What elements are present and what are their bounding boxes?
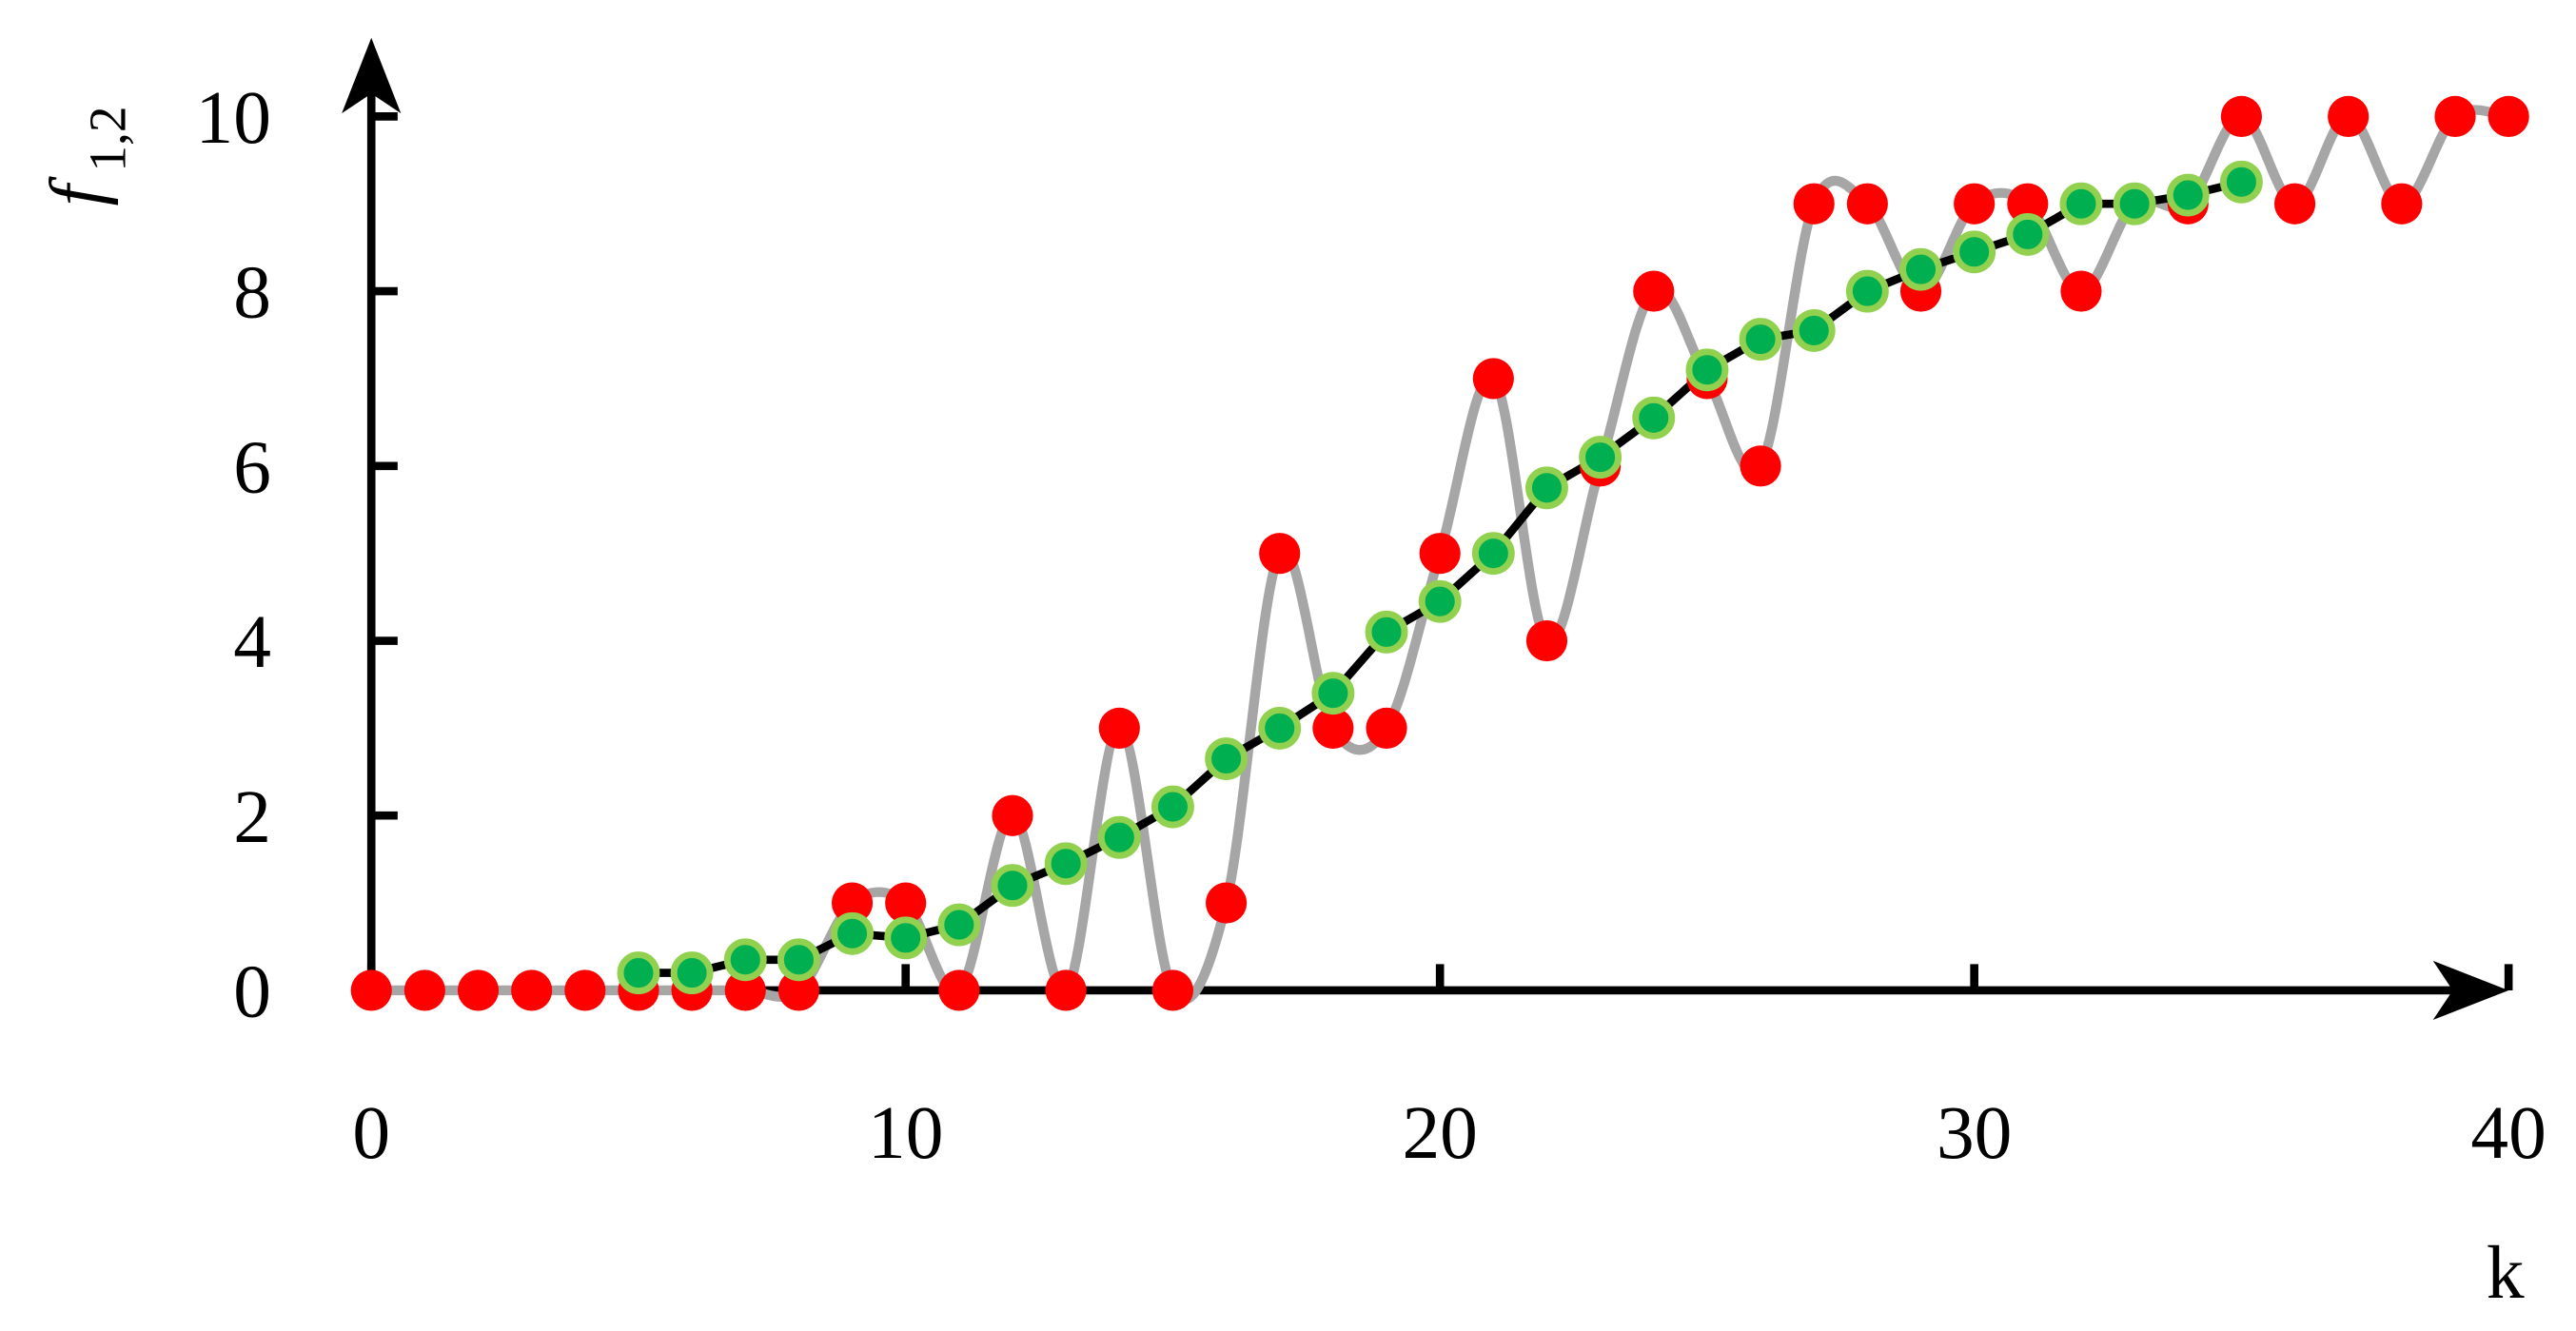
data-point [884, 916, 928, 960]
data-point [1044, 842, 1088, 886]
x-tick-label: 10 [868, 1091, 943, 1175]
data-point [723, 938, 767, 982]
data-point [2434, 95, 2476, 137]
data-point [991, 864, 1034, 908]
data-point [2060, 270, 2102, 312]
y-axis-label: f1,2 [35, 107, 136, 206]
data-point [1579, 436, 1622, 480]
data-point [1259, 533, 1301, 575]
data-point [350, 969, 392, 1011]
data-point [777, 938, 820, 982]
data-point [1206, 882, 1248, 924]
data-point [2328, 95, 2370, 137]
data-point [2113, 182, 2156, 225]
data-point [1953, 230, 1996, 274]
data-point [1098, 707, 1140, 749]
data-point [1205, 737, 1249, 780]
data-point [1525, 619, 1568, 662]
data-point [403, 969, 445, 1011]
data-point [1472, 358, 1514, 400]
y-tick-label: 4 [233, 600, 271, 684]
data-point [992, 794, 1033, 836]
data-point [2381, 183, 2423, 225]
y-tick-label: 0 [233, 950, 271, 1034]
data-point [617, 951, 660, 995]
data-point [1954, 183, 1996, 225]
data-point [2007, 183, 2049, 225]
data-point [1846, 183, 1888, 225]
x-axis-label: k [2487, 1231, 2525, 1315]
data-point [1793, 183, 1835, 225]
x-tick-label: 0 [352, 1091, 390, 1175]
data-point [511, 969, 553, 1011]
y-tick-label: 2 [233, 775, 271, 859]
data-point [1258, 706, 1302, 750]
data-point [1740, 445, 1781, 487]
x-tick-label: 30 [1937, 1091, 2012, 1175]
data-point [1151, 969, 1194, 1011]
data-point [2273, 183, 2316, 225]
data-point [1739, 318, 1782, 362]
y-tick-label: 8 [233, 251, 271, 335]
y-tick-label: 10 [196, 76, 271, 160]
data-point [777, 969, 819, 1011]
data-point [1366, 707, 1407, 749]
x-tick-label: 40 [2470, 1091, 2546, 1175]
data-point [1845, 269, 1889, 313]
y-axis-label-main: f [35, 175, 119, 206]
data-point [1418, 579, 1462, 623]
y-tick-label: 6 [233, 425, 271, 509]
data-point [2219, 160, 2263, 204]
data-point [1365, 610, 1408, 654]
data-point [1312, 707, 1354, 749]
data-point [831, 911, 874, 955]
data-point [1097, 815, 1141, 859]
data-point [564, 969, 606, 1011]
data-point [938, 969, 980, 1011]
data-point [2006, 212, 2050, 256]
data-point [1792, 308, 1836, 352]
data-point [2059, 182, 2103, 225]
data-point [1525, 466, 1568, 510]
data-point [1632, 396, 1676, 440]
data-point [885, 882, 927, 924]
data-point [1685, 348, 1729, 392]
data-point [831, 882, 874, 924]
data-point [2488, 95, 2529, 137]
x-axis-arrow [2432, 960, 2509, 1021]
data-point [1151, 785, 1194, 829]
x-tick-label: 20 [1402, 1091, 1477, 1175]
data-point [1471, 532, 1515, 576]
data-point [2220, 95, 2262, 137]
data-point [937, 903, 981, 947]
y-axis-label-sub: 1,2 [78, 107, 136, 172]
data-point [1045, 969, 1087, 1011]
series-line [638, 178, 2243, 977]
data-point [1311, 672, 1355, 715]
data-point [2166, 173, 2210, 217]
data-point [1419, 533, 1461, 575]
y-axis-arrow [342, 37, 402, 114]
data-point [670, 951, 714, 995]
data-point [457, 969, 500, 1011]
data-point [1633, 270, 1675, 312]
data-point [724, 969, 766, 1011]
data-point [1899, 247, 1942, 291]
